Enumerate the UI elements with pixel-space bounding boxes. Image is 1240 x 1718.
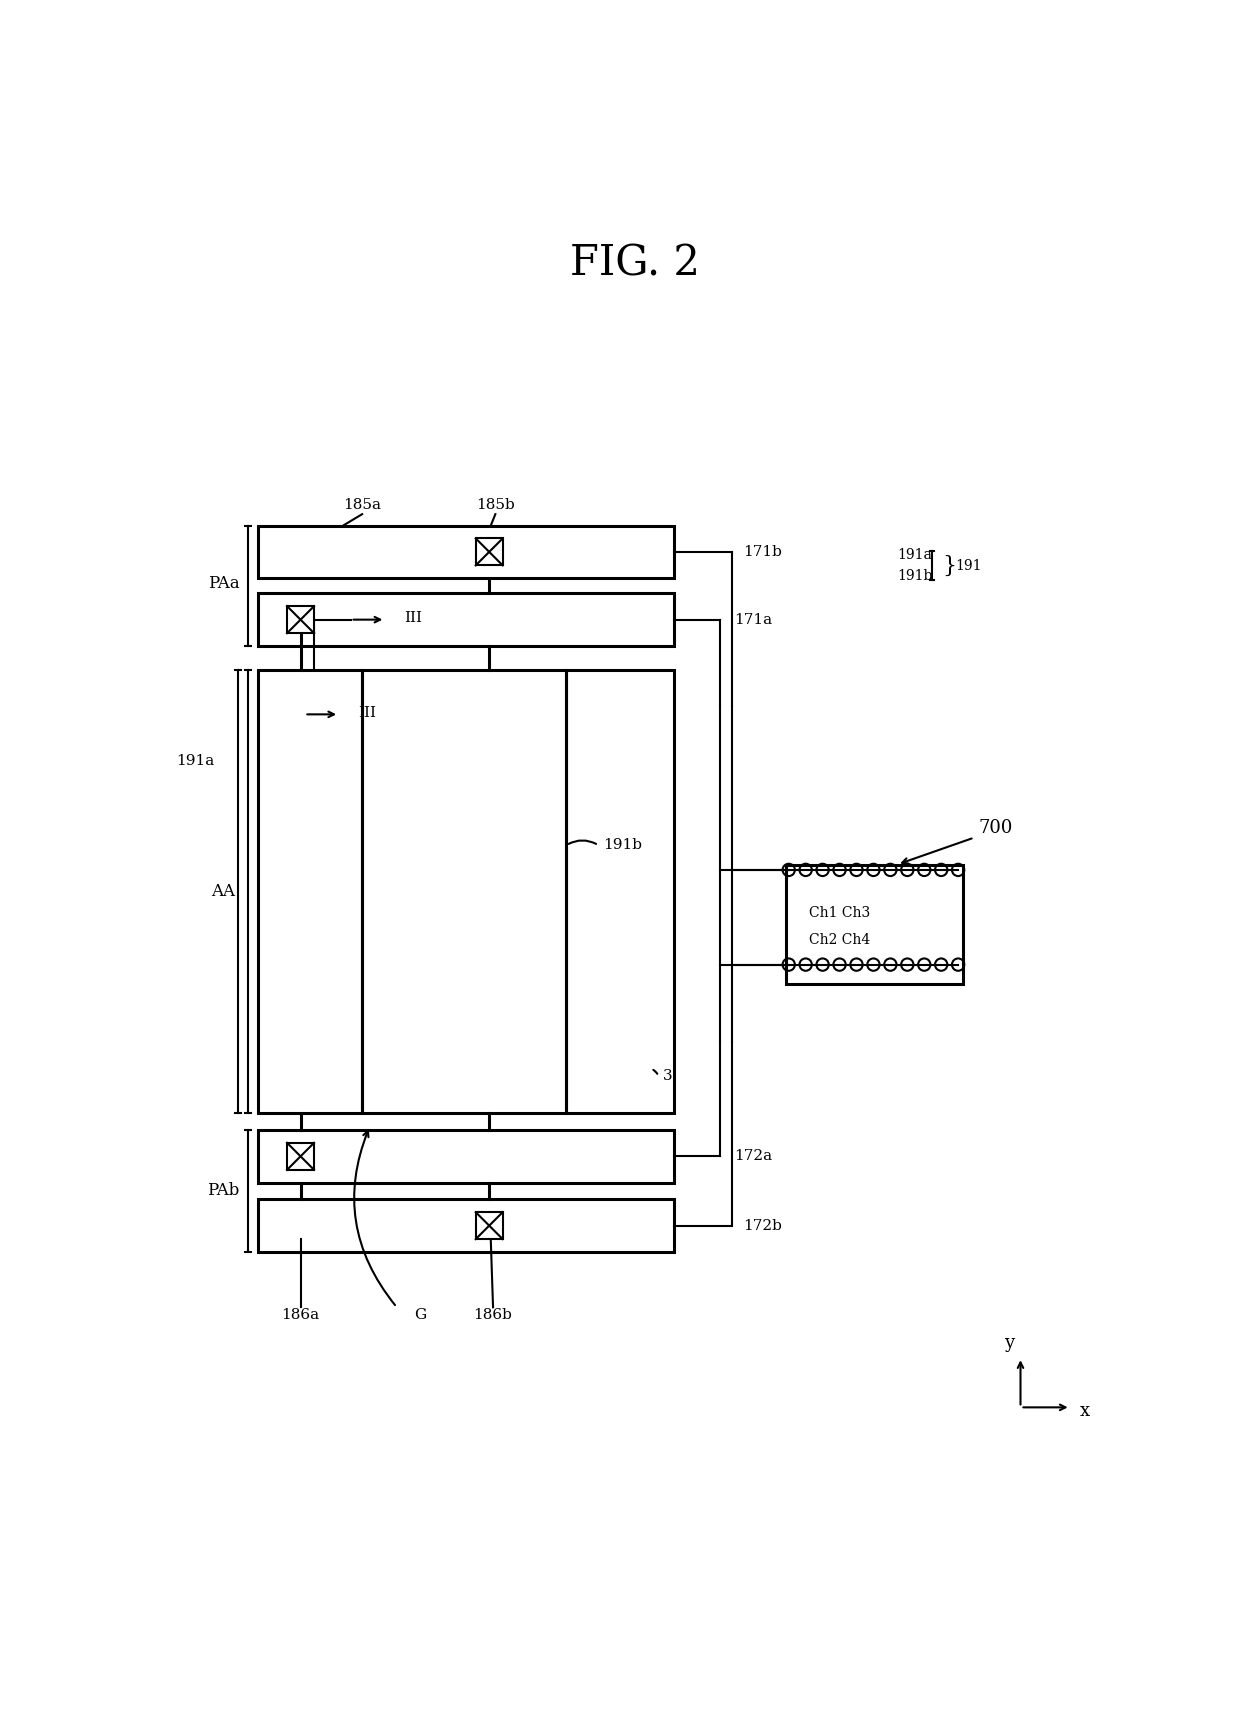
Bar bbox=[258, 1199, 675, 1252]
Text: 191b: 191b bbox=[603, 838, 642, 852]
Bar bbox=[476, 538, 502, 565]
Text: 191b: 191b bbox=[898, 569, 932, 582]
Text: III: III bbox=[404, 612, 423, 625]
Text: Ch2 Ch4: Ch2 Ch4 bbox=[808, 933, 870, 947]
Text: 171a: 171a bbox=[734, 613, 773, 627]
Text: AA: AA bbox=[212, 883, 236, 900]
Text: Ch1 Ch3: Ch1 Ch3 bbox=[808, 905, 870, 921]
Text: PAb: PAb bbox=[207, 1182, 239, 1199]
Bar bbox=[258, 670, 362, 1113]
Text: 186b: 186b bbox=[474, 1307, 512, 1321]
Text: G: G bbox=[414, 1307, 427, 1321]
Bar bbox=[288, 606, 314, 634]
Text: 172b: 172b bbox=[743, 1218, 782, 1232]
Bar bbox=[258, 1130, 675, 1182]
Bar bbox=[567, 670, 675, 1113]
Text: III: III bbox=[358, 706, 376, 720]
Text: 700: 700 bbox=[978, 819, 1013, 837]
Text: FIG. 2: FIG. 2 bbox=[570, 242, 701, 285]
Text: PAa: PAa bbox=[208, 576, 239, 593]
Text: 191a: 191a bbox=[898, 548, 932, 562]
Bar bbox=[476, 1213, 502, 1239]
Bar bbox=[258, 593, 675, 646]
Text: 3: 3 bbox=[662, 1069, 672, 1084]
Bar bbox=[362, 670, 567, 1113]
Bar bbox=[786, 864, 962, 984]
Bar bbox=[258, 526, 675, 577]
Text: x: x bbox=[1079, 1402, 1090, 1421]
Text: y: y bbox=[1004, 1335, 1014, 1352]
Text: 185b: 185b bbox=[476, 498, 515, 512]
Text: 191: 191 bbox=[955, 558, 982, 572]
Text: 171b: 171b bbox=[743, 545, 782, 558]
Text: 172a: 172a bbox=[734, 1149, 773, 1163]
Text: }: } bbox=[942, 555, 956, 577]
Text: 186a: 186a bbox=[281, 1307, 320, 1321]
Text: 191a: 191a bbox=[176, 754, 215, 768]
Text: 185a: 185a bbox=[343, 498, 381, 512]
Bar bbox=[288, 1142, 314, 1170]
